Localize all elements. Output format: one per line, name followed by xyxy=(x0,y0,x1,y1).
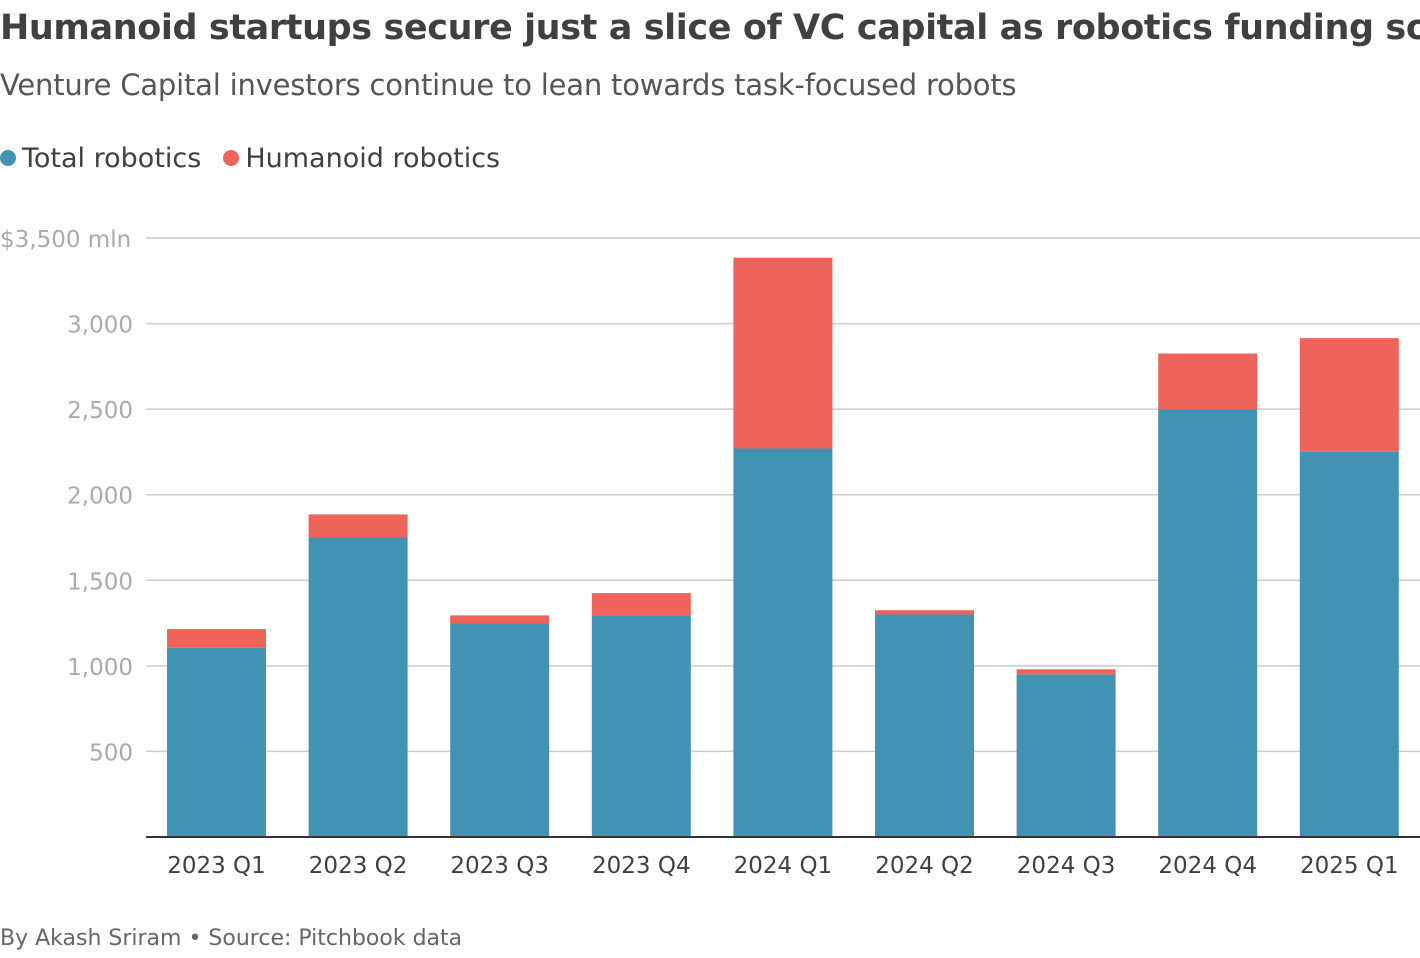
legend-swatch-total-robotics xyxy=(0,150,16,166)
legend-label-humanoid-robotics: Humanoid robotics xyxy=(245,142,501,174)
x-tick-label-2023-q1: 2023 Q1 xyxy=(167,853,266,879)
x-tick-label-2023-q4: 2023 Q4 xyxy=(592,853,691,879)
y-tick-label-500: 500 xyxy=(89,740,133,766)
bar-total-robotics-2023-q4 xyxy=(591,615,691,837)
bar-total-robotics-2024-q3 xyxy=(1016,674,1116,837)
bar-humanoid-robotics-2024-q4 xyxy=(1158,353,1258,410)
chart-title: Humanoid startups secure just a slice of… xyxy=(0,8,1420,48)
y-tick-label-3500: $3,500 mln xyxy=(0,227,131,253)
y-tick-label-3000: 3,000 xyxy=(67,313,133,339)
x-tick-label-2023-q3: 2023 Q3 xyxy=(450,853,549,879)
axes: 500 1,000 1,500 2,000 2,500 3,000 $3,500 mln 20… xyxy=(0,227,1420,879)
legend-label-total-robotics: Total robotics xyxy=(22,142,202,174)
bar-total-robotics-2023-q1 xyxy=(167,647,266,837)
bar-humanoid-robotics-2025-q1 xyxy=(1299,338,1399,452)
y-tick-label-1500: 1,500 xyxy=(67,569,133,595)
bar-total-robotics-2025-q1 xyxy=(1299,451,1399,837)
legend-item-total-robotics: Total robotics xyxy=(0,143,201,174)
x-tick-label-2023-q2: 2023 Q2 xyxy=(309,853,408,879)
bar-total-robotics-2024-q1 xyxy=(733,448,833,837)
y-tick-label-2500: 2,500 xyxy=(67,398,133,424)
bar-humanoid-robotics-2023-q3 xyxy=(450,615,550,624)
bar-humanoid-robotics-2023-q2 xyxy=(308,514,408,538)
bar-humanoid-robotics-2023-q1 xyxy=(167,629,266,648)
bars xyxy=(167,257,1399,837)
x-tick-label-2025-q1: 2025 Q1 xyxy=(1300,853,1399,879)
x-tick-label-2024-q1: 2024 Q1 xyxy=(734,853,833,879)
x-tick-label-2024-q4: 2024 Q4 xyxy=(1158,853,1257,879)
x-tick-label-2024-q2: 2024 Q2 xyxy=(875,853,974,879)
chart-subtitle: Venture Capital investors continue to le… xyxy=(0,68,1017,102)
bar-total-robotics-2023-q3 xyxy=(450,623,550,837)
source-credit: By Akash Sriram • Source: Pitchbook data xyxy=(0,926,463,951)
legend: Total robotics Humanoid robotics xyxy=(0,140,522,176)
y-tick-label-2000: 2,000 xyxy=(67,484,133,510)
bar-total-robotics-2023-q2 xyxy=(308,537,408,837)
bar-humanoid-robotics-2024-q2 xyxy=(875,610,974,615)
bar-humanoid-robotics-2024-q3 xyxy=(1016,669,1116,675)
y-tick-label-1000: 1,000 xyxy=(67,655,133,681)
bar-total-robotics-2024-q4 xyxy=(1158,409,1258,837)
legend-swatch-humanoid-robotics xyxy=(223,150,240,166)
bar-humanoid-robotics-2023-q4 xyxy=(591,593,691,616)
x-tick-label-2024-q3: 2024 Q3 xyxy=(1017,853,1116,879)
bar-total-robotics-2024-q2 xyxy=(875,614,974,837)
bar-humanoid-robotics-2024-q1 xyxy=(733,257,833,449)
legend-item-humanoid-robotics: Humanoid robotics xyxy=(223,143,500,174)
